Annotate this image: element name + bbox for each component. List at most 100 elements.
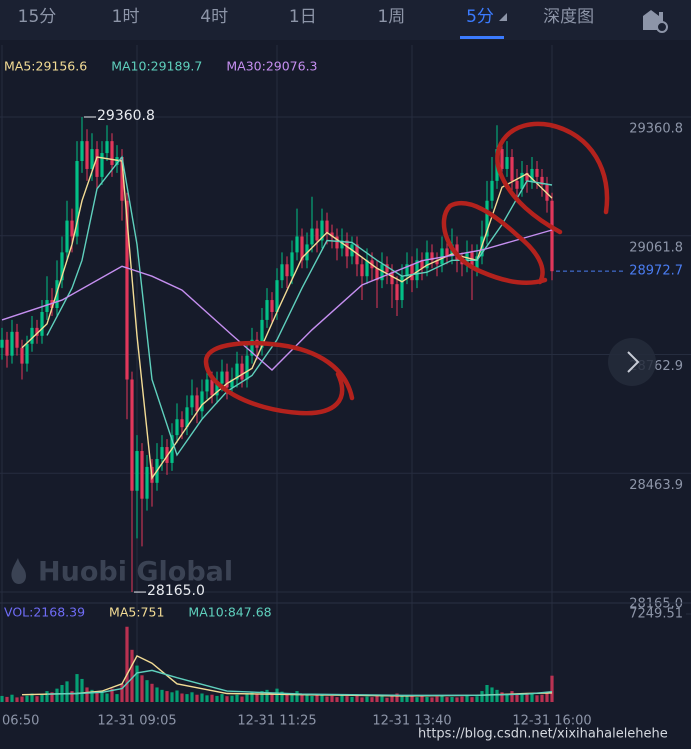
volume-bar — [30, 693, 34, 702]
tab[interactable]: 15分 — [18, 7, 57, 27]
candle-body — [135, 451, 139, 491]
volume-bar — [510, 691, 514, 702]
candle-body — [260, 319, 264, 348]
next-button[interactable] — [608, 338, 656, 386]
y-tick-label: 7249.51 — [629, 607, 683, 622]
candle-body — [535, 168, 539, 177]
candle-body — [315, 228, 319, 241]
volume-bar — [315, 694, 319, 702]
candle-body — [525, 172, 529, 181]
volume-bar — [545, 692, 549, 702]
volume-bar — [160, 689, 164, 702]
volume-bar — [90, 689, 94, 702]
tab[interactable]: 4时 — [200, 7, 228, 27]
tab[interactable]: 1时 — [112, 7, 140, 27]
volume-bar — [75, 674, 79, 702]
volume-bar — [170, 692, 174, 702]
volume-bar — [320, 695, 324, 702]
volume-bar — [495, 689, 499, 702]
volume-bar — [305, 694, 309, 702]
volume-bar — [485, 685, 489, 702]
candle-body — [365, 260, 369, 277]
volume-bar — [240, 696, 244, 702]
tab-group: 15分 1时 4时 1日 1周 5分 深度图 — [18, 7, 594, 39]
volume-bar — [185, 694, 189, 702]
tab[interactable]: 深度图 — [543, 7, 594, 27]
candle-body — [345, 240, 349, 257]
volume-bar — [505, 693, 509, 702]
volume-bar — [375, 695, 379, 702]
tab[interactable]: 1日 — [289, 7, 317, 27]
volume-bar — [100, 691, 104, 702]
volume-bar — [535, 695, 539, 702]
candle-body — [360, 264, 364, 277]
candle-body — [185, 407, 189, 428]
volume-bar — [540, 694, 544, 702]
volume-bar — [345, 696, 349, 702]
candle-body — [340, 240, 344, 249]
volume-bar — [530, 693, 534, 702]
volume-bar — [430, 697, 434, 702]
volume-bar — [280, 691, 284, 702]
volume-bar — [330, 695, 334, 702]
candle-body — [0, 339, 4, 348]
volume-bar — [70, 691, 74, 702]
volume-bar — [455, 697, 459, 702]
volume-bar — [415, 697, 419, 702]
candle-body — [390, 272, 394, 285]
candle-body — [190, 395, 194, 408]
volume-bar — [475, 696, 479, 702]
volume-bar — [125, 626, 129, 702]
volume-bar — [120, 683, 124, 702]
legend-entry: MA5:751 — [109, 605, 164, 620]
high-label: 29360.8 — [97, 108, 155, 124]
volume-bar — [140, 675, 144, 702]
candle-body — [230, 379, 234, 388]
volume-bar — [190, 692, 194, 702]
volume-bar — [225, 696, 229, 702]
volume-bar — [175, 690, 179, 702]
volume-bar — [165, 691, 169, 702]
candle-body — [70, 220, 74, 237]
x-tick-label: 12-31 09:05 — [97, 714, 176, 729]
candle-body — [110, 141, 114, 165]
candle-body — [380, 264, 384, 281]
candle-body — [215, 383, 219, 396]
candle-body — [510, 157, 514, 181]
candle-body — [300, 236, 304, 261]
candle-body — [160, 447, 164, 459]
volume-bar — [200, 693, 204, 702]
volume-bar — [395, 693, 399, 702]
candle-body — [220, 371, 224, 384]
volume-bar — [295, 691, 299, 702]
volume-bar — [245, 693, 249, 702]
candle-body — [245, 355, 249, 380]
volume-bar — [515, 694, 519, 702]
tab-bar — [0, 0, 691, 40]
candle-body — [225, 371, 229, 388]
volume-bar — [150, 683, 154, 702]
tab[interactable]: 5分 — [466, 7, 494, 27]
volume-bar — [0, 695, 4, 702]
settings-icon[interactable] — [643, 10, 668, 33]
y-tick-label: 29360.8 — [629, 121, 683, 136]
candle-body — [325, 220, 329, 233]
volume-bar — [285, 694, 289, 702]
volume-bar — [210, 694, 214, 702]
tab[interactable]: 1周 — [377, 7, 405, 27]
candle-body — [195, 395, 199, 412]
y-tick-label: 28463.9 — [629, 478, 683, 493]
candle-body — [505, 157, 509, 169]
volume-bar — [370, 697, 374, 702]
volume-bar — [215, 695, 219, 702]
volume-bar — [450, 696, 454, 702]
candle-body — [100, 153, 104, 177]
volume-bar — [80, 678, 84, 702]
volume-bar — [385, 697, 389, 702]
volume-bar — [95, 692, 99, 702]
candle-body — [320, 220, 324, 241]
volume-bar — [230, 695, 234, 702]
volume-bar — [325, 696, 329, 702]
